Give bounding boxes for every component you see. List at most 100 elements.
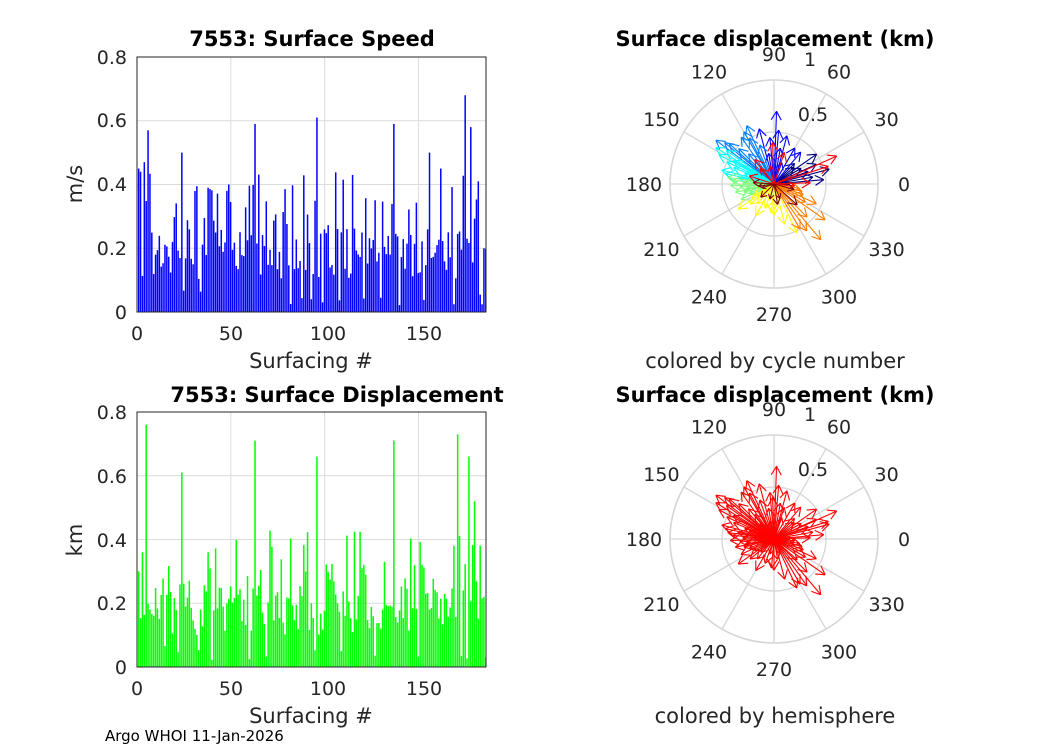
bar-179 bbox=[471, 545, 474, 667]
polar-cycle-arrow-78 bbox=[759, 168, 775, 185]
polar-cycle-arrow-58-head-1 bbox=[777, 216, 786, 225]
speed-axes-box bbox=[136, 56, 487, 313]
bar-76 bbox=[278, 251, 281, 312]
bar-155 bbox=[426, 229, 429, 312]
bar-31 bbox=[194, 628, 196, 667]
bar-69 bbox=[265, 201, 268, 312]
polar-cycle-arrow-83 bbox=[760, 183, 775, 198]
polar-cycle-arrow-21 bbox=[746, 125, 775, 185]
bar-166 bbox=[447, 616, 450, 667]
polar-hemi-arrow-69-head-1 bbox=[790, 542, 800, 548]
bar-58 bbox=[244, 624, 247, 667]
displacement-ytick-3: 0.6 bbox=[97, 466, 127, 488]
polar-cycle-arrow-56-head-1 bbox=[766, 203, 772, 214]
polar-hemi-angle-label-90: 90 bbox=[762, 399, 786, 421]
bar-181 bbox=[475, 581, 478, 667]
speed-bars bbox=[137, 95, 486, 312]
bar-151 bbox=[419, 541, 421, 667]
polar-hemi-arrow-19-head-1 bbox=[758, 483, 767, 492]
polar-cycle-arrow-16-head-1 bbox=[776, 110, 782, 121]
polar-hemi-arrow-62-head-1 bbox=[811, 590, 821, 596]
polar-hemi-arrow-49-head-1 bbox=[740, 545, 748, 555]
polar-cycle-arrow-32-head-0 bbox=[732, 160, 739, 170]
polar-cycle-arrow-16-head-0 bbox=[770, 110, 778, 121]
polar-hemi-arrow-74-head-1 bbox=[783, 507, 787, 518]
bar-68 bbox=[263, 624, 266, 667]
bar-152 bbox=[421, 241, 423, 312]
polar-cycle-arrow-72 bbox=[773, 165, 829, 185]
bar-158 bbox=[432, 578, 435, 667]
bar-168 bbox=[451, 588, 453, 667]
bar-159 bbox=[434, 589, 436, 667]
bar-180 bbox=[473, 218, 476, 312]
bar-50 bbox=[229, 586, 232, 667]
bar-10 bbox=[154, 588, 157, 667]
bar-83 bbox=[291, 185, 294, 312]
bar-143 bbox=[404, 268, 406, 312]
bar-2 bbox=[139, 171, 142, 312]
polar-cycle-arrow-38-head-1 bbox=[725, 170, 735, 175]
polar-cycle-arrow-58-head-0 bbox=[784, 214, 788, 225]
polar-cycle-arrow-41-head-1 bbox=[732, 175, 742, 181]
polar-cycle-arrow-46-head-1 bbox=[734, 185, 744, 193]
polar-hemi-arrow-15-head-1 bbox=[778, 484, 784, 495]
polar-cycle-arrow-69-head-1 bbox=[790, 187, 800, 193]
bar-142 bbox=[402, 618, 405, 667]
bar-21 bbox=[175, 609, 177, 667]
bar-56 bbox=[241, 255, 243, 312]
bar-107 bbox=[336, 603, 339, 667]
polar-hemi-arrow-84-head-1 bbox=[768, 548, 771, 555]
polar-cycle-angle-labels: 0 30 60 90 120 150 180 210 240 270 300 330 bbox=[626, 44, 910, 326]
bar-173 bbox=[460, 249, 463, 312]
bar-128 bbox=[376, 623, 378, 667]
bar-49 bbox=[228, 598, 230, 667]
polar-hemi-angle-label-270: 270 bbox=[756, 659, 792, 681]
bar-140 bbox=[398, 610, 401, 667]
bar-5 bbox=[145, 200, 147, 312]
bar-13 bbox=[160, 266, 162, 312]
speed-xlabel: Surfacing # bbox=[249, 349, 373, 373]
polar-cycle-arrow-49-head-0 bbox=[740, 198, 752, 201]
bar-117 bbox=[355, 619, 358, 667]
bar-51 bbox=[231, 249, 234, 312]
polar-hemi-arrow-21-head-1 bbox=[746, 480, 756, 487]
bar-32 bbox=[196, 186, 198, 312]
bar-34 bbox=[199, 609, 202, 667]
bar-48 bbox=[226, 603, 228, 667]
polar-hemi-arrow-7-head-0 bbox=[806, 508, 817, 511]
polar-cycle-arrow-17-head-0 bbox=[765, 137, 771, 147]
bar-135 bbox=[389, 605, 391, 667]
bar-81 bbox=[288, 265, 290, 312]
bar-162 bbox=[440, 168, 442, 312]
bar-105 bbox=[333, 274, 335, 312]
polar-hemi-arrow-73-head-0 bbox=[826, 509, 837, 512]
bar-120 bbox=[361, 568, 363, 667]
bar-6 bbox=[147, 603, 149, 667]
bar-60 bbox=[248, 185, 251, 312]
bar-18 bbox=[169, 592, 172, 667]
bar-61 bbox=[250, 235, 253, 312]
bar-85 bbox=[295, 239, 298, 312]
bar-120 bbox=[361, 232, 363, 312]
bar-47 bbox=[224, 242, 226, 312]
polar-hemi-arrow-87 bbox=[773, 538, 798, 561]
bar-181 bbox=[475, 199, 478, 312]
polar-hemi-arrow-17-head-0 bbox=[765, 492, 771, 502]
polar-cycle-arrow-82 bbox=[761, 183, 775, 189]
polar-cycle-arrow-25-head-1 bbox=[748, 153, 759, 158]
polar-hemi-arrow-26-head-1 bbox=[738, 503, 749, 507]
polar-hemi-arrow-50-head-1 bbox=[753, 543, 759, 551]
polar-hemi-arrow-60-head-1 bbox=[791, 578, 801, 585]
polar-hemi-arrow-73-head-1 bbox=[830, 510, 838, 520]
polar-hemi-arrow-2 bbox=[773, 531, 814, 540]
bar-26 bbox=[184, 606, 187, 667]
bar-5 bbox=[145, 424, 147, 667]
bar-184 bbox=[481, 304, 483, 312]
polar-hemi-rtick-1: 1 bbox=[804, 404, 816, 426]
polar-hemi-arrow-62 bbox=[773, 538, 822, 596]
speed-ytick-3: 0.6 bbox=[97, 110, 127, 132]
bar-130 bbox=[379, 297, 382, 312]
bar-102 bbox=[327, 572, 329, 667]
polar-hemi-arrow-25-head-1 bbox=[748, 508, 759, 513]
bar-108 bbox=[338, 611, 341, 667]
